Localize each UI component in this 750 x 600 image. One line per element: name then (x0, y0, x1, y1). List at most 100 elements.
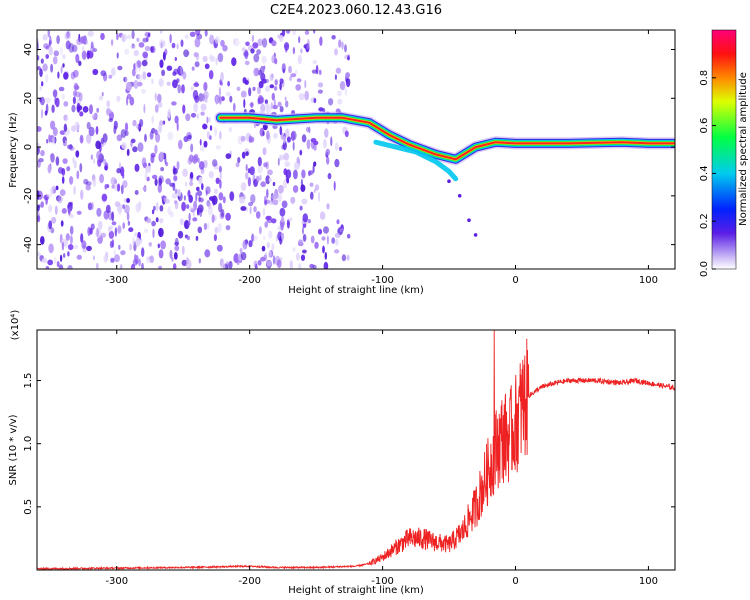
noise-speckle (195, 235, 199, 241)
snr-x-ticks: -300 -200 -100 0 100 (105, 330, 658, 587)
noise-speckle (202, 93, 205, 102)
noise-speckle (192, 208, 195, 217)
x-tick-label: 100 (639, 275, 658, 286)
noise-speckle (157, 183, 162, 193)
noise-speckle (97, 158, 102, 167)
noise-speckle (233, 38, 236, 45)
noise-speckle (199, 145, 205, 152)
noise-speckle (57, 195, 63, 204)
noise-speckle (242, 239, 248, 250)
noise-speckle (257, 156, 262, 167)
noise-speckle (52, 127, 58, 137)
noise-speckle (301, 169, 306, 179)
noise-speckle (185, 113, 191, 122)
noise-speckle (164, 157, 167, 165)
noise-speckle (124, 122, 129, 132)
noise-speckle (141, 262, 144, 269)
spectrogram-marks (37, 30, 675, 269)
noise-speckle (138, 42, 145, 48)
noise-speckle (202, 123, 208, 130)
noise-speckle (268, 230, 273, 239)
noise-speckle (58, 86, 65, 92)
colorbar-tick-label: 0.8 (699, 70, 710, 86)
noise-speckle (198, 93, 204, 102)
noise-speckle (241, 151, 246, 159)
noise-speckle (114, 254, 120, 263)
noise-speckle (312, 264, 317, 269)
noise-speckle (169, 249, 173, 259)
noise-speckle (90, 41, 94, 49)
spectrogram-frame (36, 29, 676, 270)
noise-speckle (327, 172, 332, 180)
noise-speckle (126, 148, 130, 156)
noise-speckle (63, 101, 69, 107)
noise-speckle (219, 171, 222, 180)
noise-speckle (54, 205, 58, 215)
noise-speckle (204, 30, 208, 37)
noise-speckle (200, 111, 205, 116)
noise-speckle (285, 169, 292, 179)
noise-speckle (235, 162, 240, 168)
noise-speckle (248, 240, 253, 248)
noise-speckle (280, 216, 285, 223)
noise-speckle (194, 37, 201, 48)
noise-speckle (96, 227, 99, 237)
noise-speckle (72, 96, 76, 105)
noise-speckle (310, 191, 314, 200)
noise-speckle (151, 115, 154, 124)
noise-speckle (111, 221, 117, 226)
noise-speckle (183, 49, 190, 58)
noise-speckle (339, 146, 342, 151)
noise-speckle (347, 56, 350, 61)
noise-speckle (166, 81, 171, 86)
noise-speckle (197, 226, 203, 234)
noise-speckle (110, 176, 117, 185)
noise-speckle (87, 226, 91, 237)
noise-speckle (110, 39, 114, 46)
noise-speckle (214, 36, 220, 44)
noise-speckle (199, 197, 204, 203)
noise-speckle (213, 234, 217, 242)
noise-speckle (67, 144, 73, 150)
noise-speckle (229, 191, 235, 202)
noise-speckle (147, 32, 151, 38)
noise-speckle (307, 219, 311, 224)
noise-speckle (116, 134, 123, 142)
noise-speckle (203, 81, 208, 92)
noise-speckle (304, 90, 310, 101)
noise-speckle (93, 255, 95, 261)
noise-speckle (240, 252, 247, 261)
colorbar-tick-label: 0.4 (699, 165, 710, 181)
noise-speckle (39, 96, 45, 106)
noise-speckle (188, 206, 195, 212)
noise-speckle (277, 101, 282, 108)
noise-speckle (37, 55, 40, 61)
noise-speckle (173, 167, 178, 175)
noise-speckle (174, 237, 179, 247)
noise-speckle (136, 123, 141, 130)
noise-speckle (290, 131, 295, 142)
noise-speckle (130, 138, 136, 144)
noise-speckle (158, 175, 164, 184)
noise-speckle (260, 72, 266, 81)
noise-speckle (124, 130, 129, 137)
noise-speckle (176, 160, 180, 170)
noise-speckle (239, 247, 243, 254)
noise-speckle (299, 240, 303, 246)
noise-speckle (121, 33, 127, 42)
signal-ridge-branch (373, 139, 459, 182)
noise-speckle (200, 103, 207, 112)
noise-speckle (71, 44, 78, 53)
noise-speckle (82, 106, 89, 113)
noise-speckle (97, 220, 103, 230)
noise-speckle (177, 84, 181, 94)
x-tick-label: 100 (639, 576, 658, 587)
noise-speckle (252, 235, 258, 241)
noise-speckle (67, 206, 71, 216)
noise-speckle (87, 202, 93, 211)
noise-speckle (47, 259, 54, 266)
x-tick-label: 0 (512, 275, 518, 286)
noise-speckle (257, 260, 262, 266)
noise-speckle (67, 251, 70, 257)
